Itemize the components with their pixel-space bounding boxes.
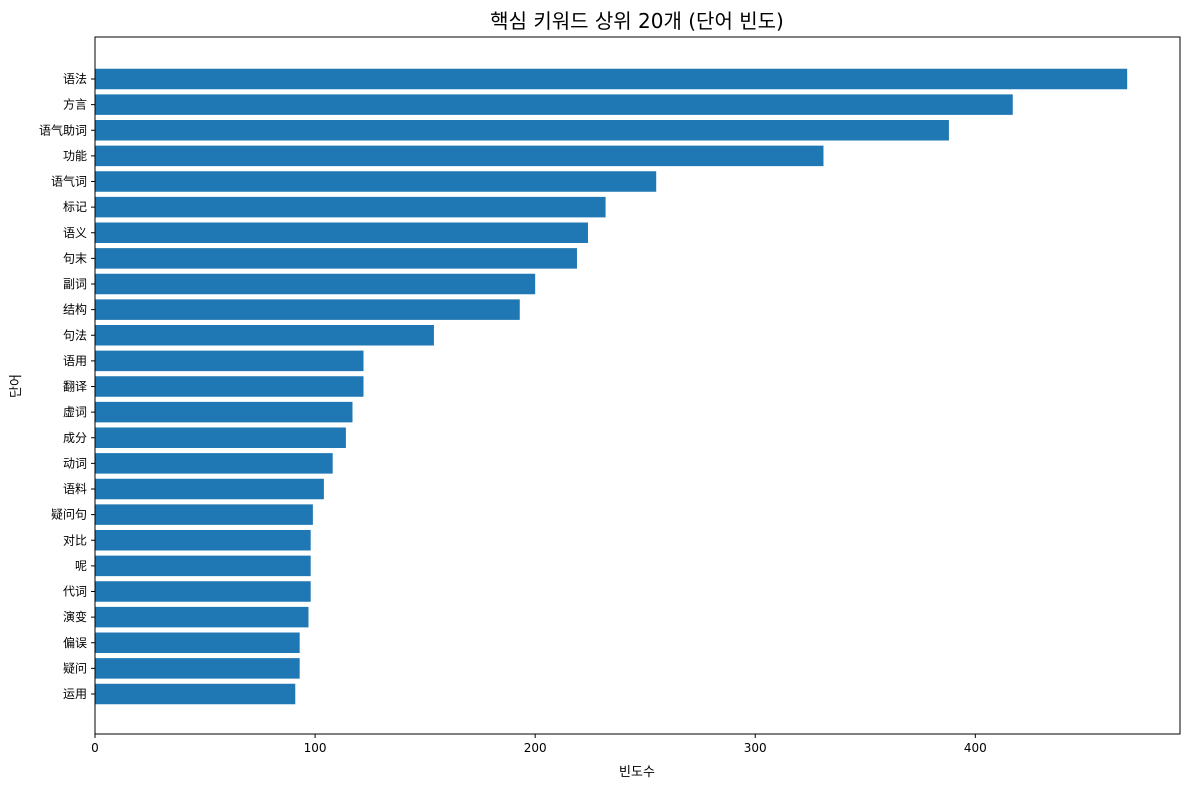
bar — [95, 530, 311, 551]
y-tick-label: 语法 — [63, 72, 87, 86]
y-tick-label: 演变 — [63, 609, 87, 624]
bar — [95, 581, 311, 602]
bar — [95, 606, 309, 628]
bar — [95, 453, 333, 474]
y-axis-label: 단어 — [9, 374, 24, 398]
y-tick-label: 语气词 — [51, 174, 87, 189]
x-tick-label: 100 — [304, 741, 327, 755]
bar — [95, 171, 657, 192]
bar — [95, 120, 949, 141]
y-tick-label: 运用 — [63, 687, 87, 701]
bar — [95, 299, 520, 320]
bar — [95, 325, 434, 346]
bar — [95, 401, 353, 423]
y-tick-label: 功能 — [63, 149, 87, 163]
bar — [95, 683, 296, 705]
y-tick-label: 句末 — [63, 251, 87, 265]
x-tick-label: 200 — [524, 741, 547, 755]
x-axis-label: 빈도수 — [619, 765, 655, 780]
bar — [95, 196, 606, 218]
chart-title: 핵심 키워드 상위 20개 (단어 빈도) — [490, 9, 784, 33]
y-tick-label: 偏误 — [63, 635, 87, 650]
bar — [95, 504, 313, 525]
y-tick-label: 翻译 — [63, 380, 87, 394]
bar — [95, 658, 300, 679]
y-tick-label: 虚词 — [63, 405, 87, 419]
bar — [95, 145, 824, 167]
x-tick-label: 0 — [91, 741, 99, 755]
y-tick-label: 动词 — [63, 456, 87, 470]
bar — [95, 273, 536, 295]
bar — [95, 427, 346, 448]
bar — [95, 632, 300, 653]
x-tick-label: 300 — [744, 741, 767, 755]
bar — [95, 478, 324, 500]
y-tick-label: 结构 — [63, 302, 87, 317]
bar — [95, 248, 577, 269]
bar — [95, 350, 364, 372]
y-tick-label: 语气助词 — [39, 122, 87, 137]
y-tick-label: 副词 — [63, 277, 87, 291]
y-tick-label: 语义 — [63, 226, 87, 240]
bar — [95, 68, 1128, 90]
y-tick-label: 疑问 — [63, 660, 87, 675]
bar — [95, 222, 588, 243]
y-tick-label: 方言 — [63, 97, 87, 112]
y-tick-label: 句法 — [63, 328, 87, 342]
y-tick-label: 标记 — [63, 200, 87, 214]
y-tick-label: 语用 — [63, 354, 87, 368]
plot-frame — [94, 36, 1181, 735]
bar — [95, 94, 1013, 115]
y-tick-label: 呢 — [75, 559, 87, 573]
bar — [95, 376, 364, 397]
bar — [95, 555, 311, 577]
y-tick-label: 代词 — [63, 585, 87, 599]
x-tick-label: 400 — [964, 741, 987, 755]
y-tick-label: 疑问句 — [51, 507, 87, 522]
y-tick-label: 对比 — [63, 533, 87, 547]
y-tick-label: 语料 — [63, 482, 87, 496]
y-tick-label: 成分 — [63, 431, 87, 445]
